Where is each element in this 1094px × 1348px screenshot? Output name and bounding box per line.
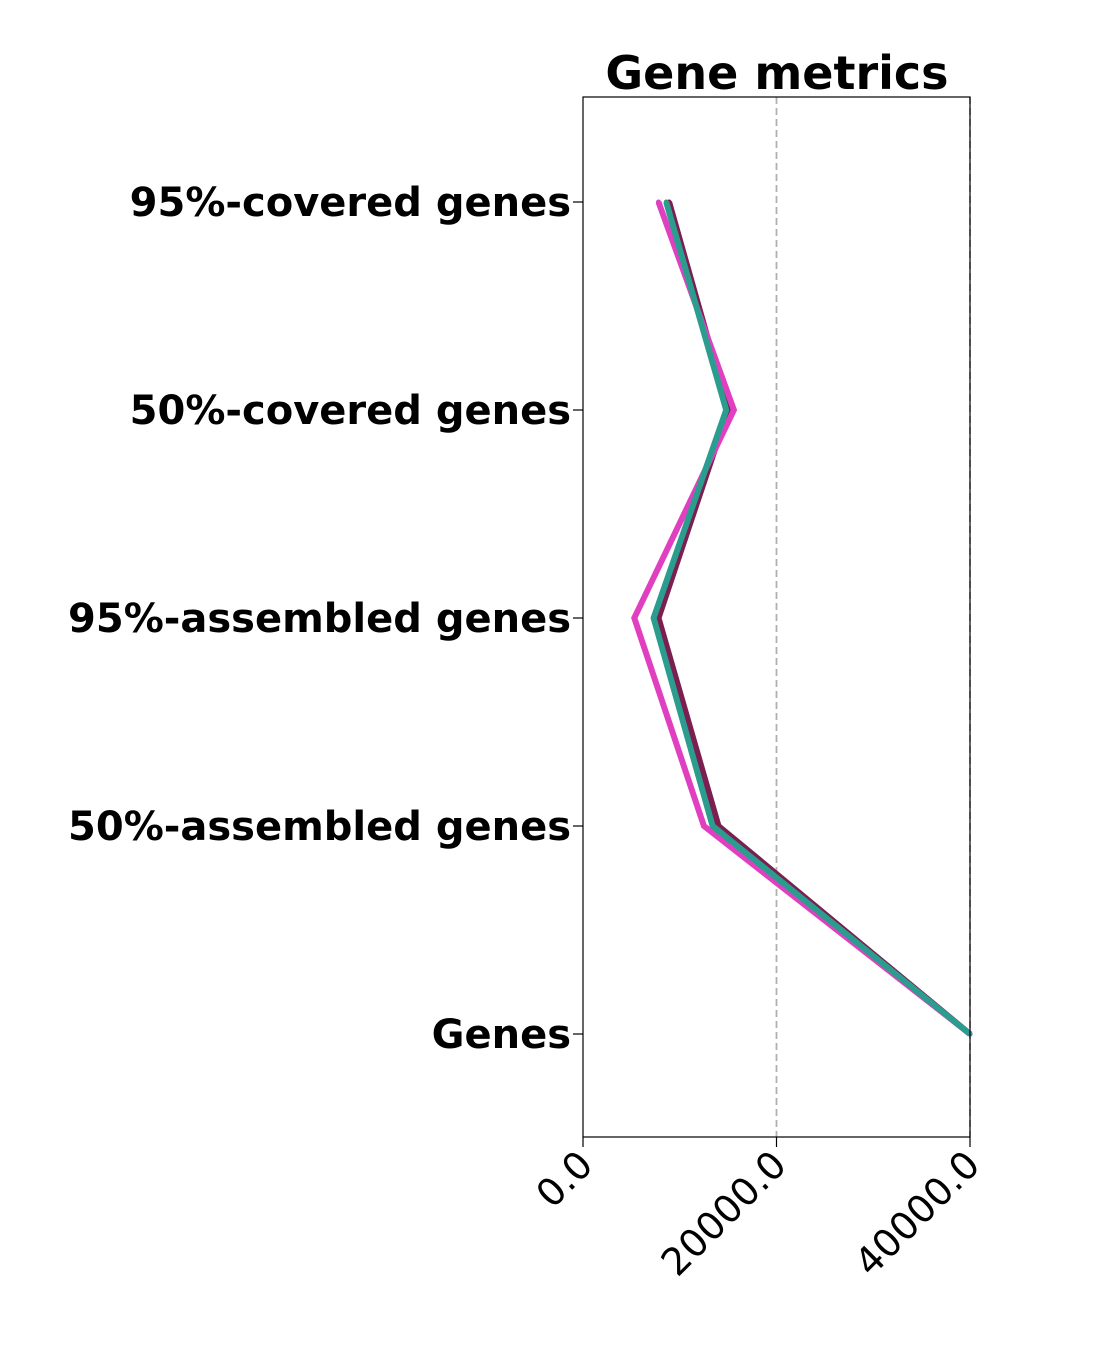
series-3-point: [710, 823, 716, 829]
series-2-point: [701, 823, 707, 829]
y-tick-label: 50%-assembled genes: [68, 804, 571, 850]
x-tick-label: 0.0: [528, 1142, 602, 1216]
series-line-2: [631, 200, 972, 1037]
y-tick-label: 50%-covered genes: [130, 388, 571, 434]
series-3-point: [663, 199, 669, 205]
series-3-point: [651, 615, 657, 621]
y-tick-label: Genes: [432, 1012, 571, 1058]
x-axis: 0.0 20000.0 40000.0: [528, 1137, 988, 1284]
series-layer: [631, 199, 973, 1037]
x-tick-label: 20000.0: [653, 1142, 795, 1284]
series-line-3: [650, 201, 972, 1037]
series-1-point: [656, 615, 661, 621]
series-2-point: [731, 407, 737, 413]
x-tick-label: 40000.0: [846, 1142, 988, 1284]
y-axis: 95%-covered genes 50%-covered genes 95%-as…: [68, 180, 583, 1058]
series-2-point: [656, 199, 661, 205]
series-2-point: [631, 615, 637, 621]
grid-layer: [775, 97, 971, 1137]
chart-title: Gene metrics: [605, 46, 948, 100]
y-tick-label: 95%-assembled genes: [68, 596, 571, 642]
y-tick-label: 95%-covered genes: [130, 180, 571, 226]
series-3-point: [723, 407, 729, 413]
